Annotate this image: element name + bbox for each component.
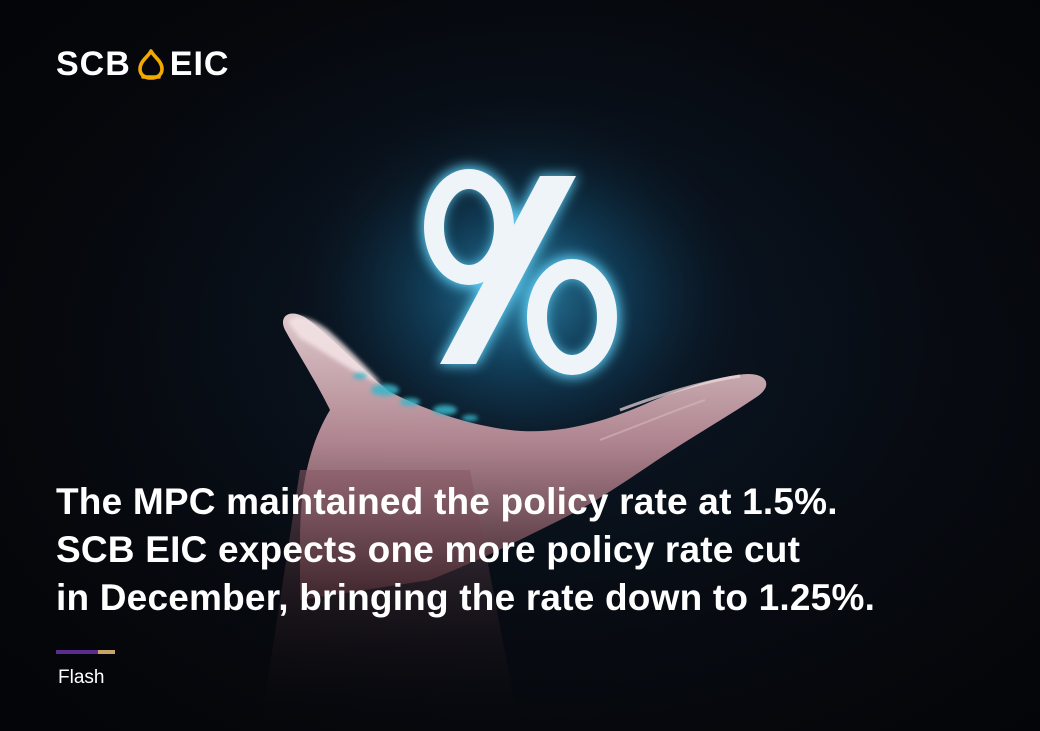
headline-line-2: SCB EIC expects one more policy rate cut bbox=[56, 529, 801, 570]
percent-icon bbox=[421, 166, 620, 378]
scb-lotus-mark-icon bbox=[137, 49, 164, 80]
background-glow bbox=[290, 100, 750, 480]
headline-line-1: The MPC maintained the policy rate at 1.… bbox=[56, 481, 838, 522]
divider-purple-segment bbox=[56, 650, 98, 654]
logo-text-eic: EIC bbox=[169, 45, 230, 83]
category-tag: Flash bbox=[58, 667, 105, 688]
headline: The MPC maintained the policy rate at 1.… bbox=[56, 478, 1016, 622]
scb-eic-logo: SCB EIC bbox=[56, 44, 229, 84]
open-hand-icon bbox=[260, 313, 767, 731]
headline-line-3: in December, bringing the rate down to 1… bbox=[56, 577, 876, 618]
accent-divider bbox=[56, 650, 115, 654]
logo-text-scb: SCB bbox=[56, 45, 131, 83]
divider-gold-segment bbox=[98, 650, 115, 654]
